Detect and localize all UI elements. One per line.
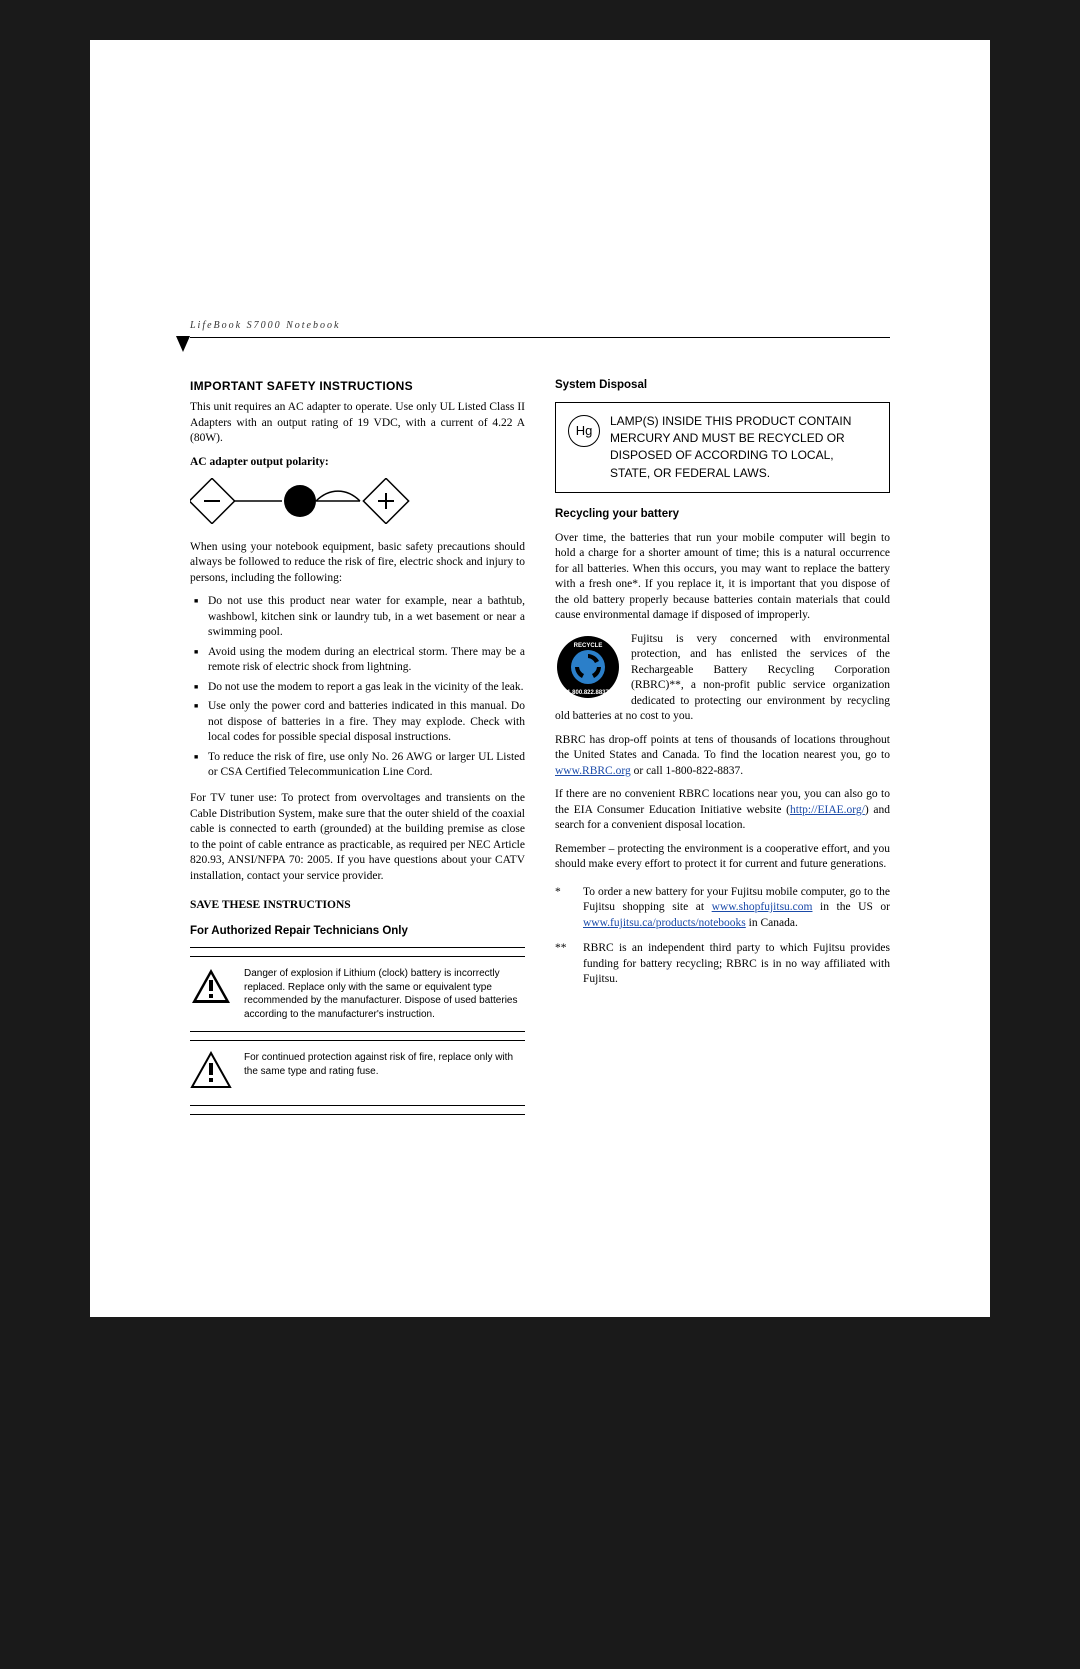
bullet-item: To reduce the risk of fire, use only No.…: [208, 750, 525, 781]
fujitsu-ca-link[interactable]: www.fujitsu.ca/products/notebooks: [583, 917, 746, 929]
footnotes: * To order a new battery for your Fujits…: [555, 885, 890, 988]
warning-row: For continued protection against risk of…: [190, 1051, 525, 1095]
warning-text-1: Danger of explosion if Lithium (clock) b…: [244, 967, 525, 1021]
header-marker-icon: [176, 336, 190, 352]
fn1-mid: in the US or: [812, 901, 890, 913]
header-rule: [190, 337, 890, 338]
right-column: System Disposal Hg LAMP(S) INSIDE THIS P…: [555, 378, 890, 1117]
hg-symbol-icon: Hg: [568, 415, 600, 447]
header-product: LifeBook S7000 Notebook: [190, 320, 890, 331]
warning-text-2: For continued protection against risk of…: [244, 1051, 525, 1078]
precautions-intro: When using your notebook equipment, basi…: [190, 540, 525, 587]
divider: [190, 1040, 525, 1041]
bullet-item: Do not use the modem to report a gas lea…: [208, 680, 525, 696]
svg-text:RECYCLE: RECYCLE: [574, 643, 603, 649]
safety-title: IMPORTANT SAFETY INSTRUCTIONS: [190, 378, 525, 394]
hg-warning-box: Hg LAMP(S) INSIDE THIS PRODUCT CONTAIN M…: [555, 402, 890, 494]
tv-tuner-text: For TV tuner use: To protect from overvo…: [190, 791, 525, 884]
save-instructions: SAVE THESE INSTRUCTIONS: [190, 898, 525, 914]
divider: [190, 1031, 525, 1032]
safety-bullet-list: Do not use this product near water for e…: [190, 594, 525, 781]
content-columns: IMPORTANT SAFETY INSTRUCTIONS This unit …: [190, 378, 890, 1117]
divider: [190, 1105, 525, 1106]
footnote-mark: *: [555, 885, 573, 932]
eiae-link[interactable]: http://EIAE.org/: [790, 804, 865, 816]
footnote-mark: **: [555, 941, 573, 988]
warning-triangle-icon: [190, 1051, 232, 1095]
bullet-item: Do not use this product near water for e…: [208, 594, 525, 641]
recycling-title: Recycling your battery: [555, 507, 890, 523]
recycling-p2: RECYCLE 1.800.822.8837 Fujitsu is very c…: [555, 632, 890, 725]
recycle-seal-icon: RECYCLE 1.800.822.8837: [555, 634, 621, 706]
remember-text: Remember – protecting the environment is…: [555, 842, 890, 873]
fn1-post: in Canada.: [746, 917, 798, 929]
auth-only-heading: For Authorized Repair Technicians Only: [190, 924, 525, 940]
document-page: LifeBook S7000 Notebook IMPORTANT SAFETY…: [90, 40, 990, 1317]
footnote-1: * To order a new battery for your Fujits…: [555, 885, 890, 932]
intro-text: This unit requires an AC adapter to oper…: [190, 400, 525, 447]
hg-warning-text: LAMP(S) INSIDE THIS PRODUCT CONTAIN MERC…: [610, 413, 877, 483]
divider: [190, 956, 525, 957]
left-column: IMPORTANT SAFETY INSTRUCTIONS This unit …: [190, 378, 525, 1117]
footnote-body: RBRC is an independent third party to wh…: [583, 941, 890, 988]
rbrc-post: or call 1-800-822-8837.: [631, 765, 743, 777]
rbrc-pre: RBRC has drop-off points at tens of thou…: [555, 734, 890, 762]
rbrc-link[interactable]: www.RBRC.org: [555, 765, 631, 777]
ac-polarity-label: AC adapter output polarity:: [190, 455, 525, 471]
eiae-text: If there are no convenient RBRC location…: [555, 787, 890, 834]
polarity-diagram: [190, 478, 525, 530]
svg-text:1.800.822.8837: 1.800.822.8837: [567, 690, 609, 696]
footnote-2: ** RBRC is an independent third party to…: [555, 941, 890, 988]
warning-row: Danger of explosion if Lithium (clock) b…: [190, 967, 525, 1021]
divider: [190, 947, 525, 948]
footnote-body: To order a new battery for your Fujitsu …: [583, 885, 890, 932]
recycling-p1: Over time, the batteries that run your m…: [555, 531, 890, 624]
warning-triangle-icon: [190, 967, 232, 1011]
system-disposal-title: System Disposal: [555, 378, 890, 394]
bullet-item: Avoid using the modem during an electric…: [208, 645, 525, 676]
bullet-item: Use only the power cord and batteries in…: [208, 699, 525, 746]
shopfujitsu-link[interactable]: www.shopfujitsu.com: [712, 901, 813, 913]
rbrc-locations: RBRC has drop-off points at tens of thou…: [555, 733, 890, 780]
divider: [190, 1114, 525, 1115]
